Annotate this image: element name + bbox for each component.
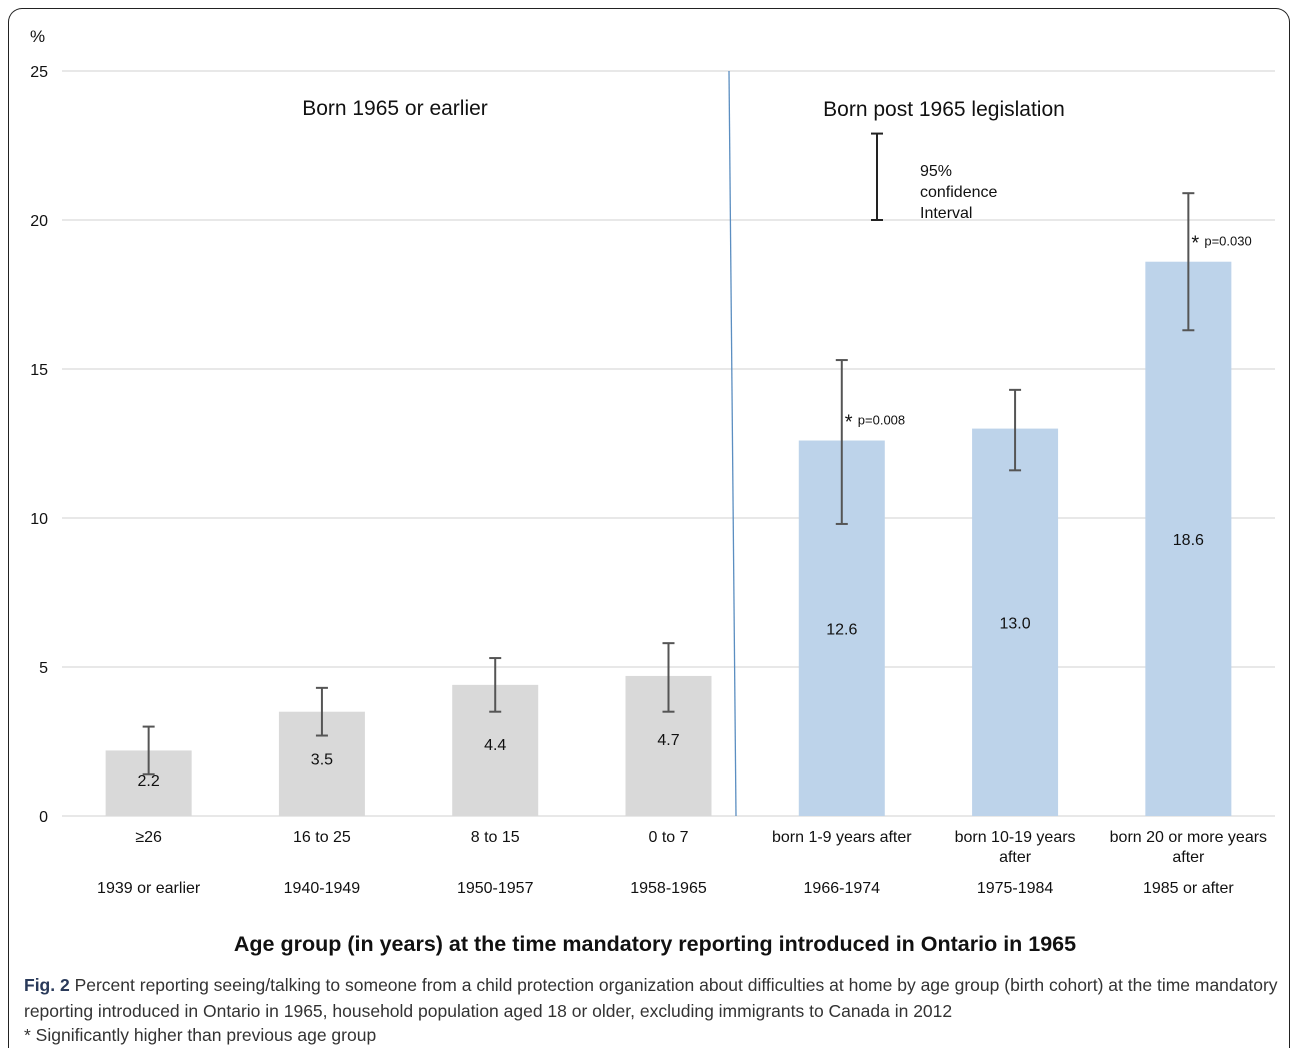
cohort-label: 1985 or after [1143,880,1234,897]
chart-text: % 0 5 10 15 20 25 2.2 3.5 4.4 4.7 12.6 13.0 18.6 * p=0.… [30,27,1267,956]
x-tick-label: after [1172,849,1205,866]
significance-label: p=0.008 [858,413,905,428]
caption-note: * Significantly higher than previous age… [24,1025,377,1045]
x-tick-label: ≥26 [135,829,162,846]
x-tick-label: born 1-9 years after [772,829,912,846]
cohort-label: 1958-1965 [630,880,707,897]
data-label: 18.6 [1173,532,1204,549]
group-label-before: Born 1965 or earlier [302,97,488,120]
y-tick-label: 5 [39,660,48,677]
x-tick-label: after [999,849,1032,866]
x-tick-label: born 20 or more years [1110,829,1267,846]
y-unit-label: % [30,27,45,46]
x-tick-label: 0 to 7 [648,829,688,846]
y-tick-label: 0 [39,809,48,826]
bars [105,261,1232,817]
y-tick-label: 25 [30,64,48,81]
x-tick-label: 16 to 25 [293,829,351,846]
group-label-after: Born post 1965 legislation [823,98,1065,121]
legend-ci-label: confidence [920,184,997,201]
y-tick-label: 10 [30,511,48,528]
y-tick-label: 20 [30,213,48,230]
data-label: 2.2 [138,773,160,790]
figure-label: Fig. 2 [24,975,70,995]
x-axis-title: Age group (in years) at the time mandato… [234,932,1076,956]
cohort-label: 1939 or earlier [97,880,201,897]
caption-text: Percent reporting seeing/talking to some… [24,975,1278,1021]
data-label: 4.4 [484,737,506,754]
figure-frame [8,8,1290,1048]
cohort-label: 1966-1974 [804,880,881,897]
legend-ci-label: Interval [920,205,972,222]
data-label: 13.0 [1000,615,1031,632]
bar-chart: % 0 5 10 15 20 25 2.2 3.5 4.4 4.7 12.6 13.0 18.6 * p=0.… [30,27,1275,956]
cohort-label: 1940-1949 [284,880,361,897]
data-label: 3.5 [311,752,333,769]
bar [1145,261,1232,817]
x-tick-label: born 10-19 years [955,829,1076,846]
error-bars [142,132,1195,776]
data-label: 4.7 [657,732,679,749]
significance-star: * [1191,233,1199,255]
legend-ci-label: 95% [920,163,952,180]
bar [972,428,1059,816]
legislation-divider [728,70,737,817]
x-tick-label: 8 to 15 [471,829,520,846]
cohort-label: 1950-1957 [457,880,534,897]
cohort-label: 1975-1984 [977,880,1054,897]
significance-label: p=0.030 [1204,234,1251,249]
data-label: 12.6 [826,621,857,638]
figure-caption: Fig. 2 Percent reporting seeing/talking … [24,972,1282,1024]
significance-star: * [845,412,853,434]
y-tick-label: 15 [30,362,48,379]
